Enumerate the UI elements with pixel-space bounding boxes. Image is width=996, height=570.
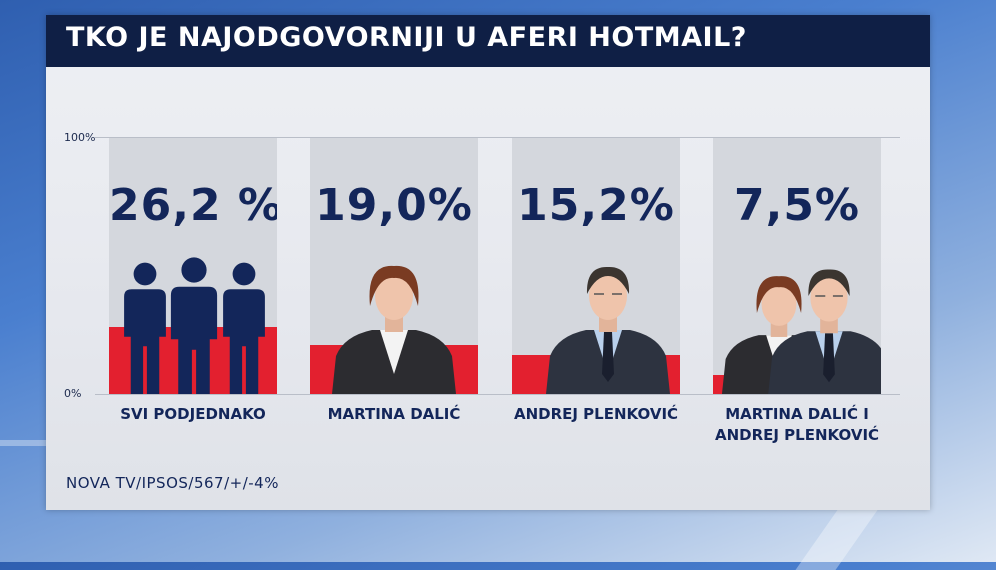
woman-portrait-icon (332, 265, 456, 394)
bar-value-label: 15,2% (517, 180, 675, 231)
category-label-line: SVI PODJEDNAKO (120, 405, 266, 423)
background-stripe (795, 500, 885, 570)
axis-label-top: 100% (64, 131, 96, 144)
chart-title: TKO JE NAJODGOVORNIJI U AFERI HOTMAIL? (66, 22, 747, 53)
couple-portrait-icon (721, 269, 881, 394)
category-label-line: ANDREJ PLENKOVIĆ (714, 426, 880, 444)
category-label: MARTINA DALIĆ I ANDREJ PLENKOVIĆ (697, 404, 897, 446)
category-label: SVI PODJEDNAKO (93, 404, 293, 425)
bar-column-4: 7,5% (713, 138, 881, 394)
background-stripe (0, 440, 46, 446)
bar-value-label: 19,0% (315, 180, 473, 231)
bar-column-1: 26,2 % (109, 138, 277, 394)
category-label: ANDREJ PLENKOVIĆ (496, 404, 696, 425)
category-label: MARTINA DALIĆ (294, 404, 494, 425)
bar-column-2: 19,0% (310, 138, 478, 394)
bar-column-3: 15,2% (512, 138, 680, 394)
axis-label-bottom: 0% (64, 387, 82, 400)
title-bar (46, 15, 930, 67)
category-label-line: MARTINA DALIĆ (327, 405, 461, 423)
bar-value-label: 7,5% (733, 180, 861, 231)
source-note: NOVA TV/IPSOS/567/+/-4% (66, 474, 279, 492)
axis-gridline-top (95, 137, 900, 138)
people-group-icon (124, 257, 265, 394)
category-label-line: ANDREJ PLENKOVIĆ (513, 405, 679, 423)
man-portrait-icon (546, 266, 670, 394)
category-label-line: MARTINA DALIĆ I (725, 405, 869, 423)
axis-baseline (95, 394, 900, 395)
bar-value-label: 26,2 % (109, 180, 277, 231)
